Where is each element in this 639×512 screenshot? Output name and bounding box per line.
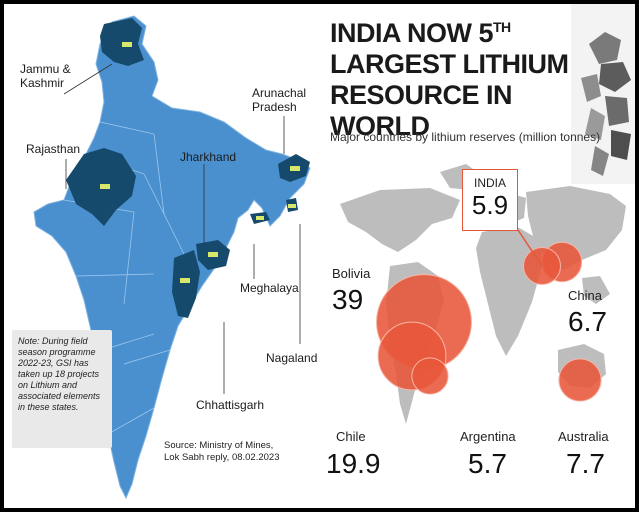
title-line-3: RESOURCE IN WORLD [330, 80, 513, 141]
lithium-badge-nagaland [288, 204, 296, 208]
state-chhattisgarh [172, 250, 200, 318]
continent-southeast-asia [582, 276, 610, 304]
source-note: Source: Ministry of Mines, Lok Sabh repl… [164, 440, 280, 463]
label-jammu-kashmir: Jammu & Kashmir [20, 62, 71, 90]
india-map-panel: Jammu & Kashmir Rajasthan Jharkhand Arun… [4, 4, 318, 508]
india-callout-line [517, 229, 543, 267]
lithium-chart-panel: INDIA NOW 5TH LARGEST LITHIUM RESOURCE I… [320, 4, 635, 508]
value-argentina: 5.7 [468, 448, 507, 479]
lithium-badges [100, 42, 300, 283]
leader-jk [63, 63, 113, 95]
continent-africa [476, 226, 542, 356]
chart-subtitle: Major countries by lithium reserves (mil… [330, 130, 601, 144]
lithium-rocks-image [571, 4, 635, 184]
title-line-2: LARGEST LITHIUM [330, 49, 569, 79]
lithium-badge-arunachal [290, 166, 300, 171]
label-argentina: Argentina [460, 429, 516, 444]
label-india: INDIA [473, 176, 506, 190]
label-rajasthan: Rajasthan [26, 142, 81, 156]
bubble-layer [376, 229, 602, 402]
lithium-badge-rajasthan [100, 184, 110, 189]
continent-north-america [340, 188, 460, 252]
chart-title: INDIA NOW 5TH LARGEST LITHIUM RESOURCE I… [330, 12, 590, 142]
bubble-australia [558, 358, 602, 402]
label-meghalaya: Meghalaya [240, 281, 299, 295]
label-australia: Australia [558, 429, 609, 444]
title-line-1: INDIA NOW 5 [330, 18, 494, 48]
lithium-badge-jharkhand [208, 252, 218, 257]
world-bubble-chart [340, 164, 626, 424]
label-chhattisgarh: Chhattisgarh [196, 398, 265, 412]
infographic-frame: Jammu & Kashmir Rajasthan Jharkhand Arun… [4, 4, 635, 508]
label-jharkhand: Jharkhand [180, 150, 237, 164]
lithium-badge-jk [122, 42, 132, 47]
value-australia: 7.7 [566, 448, 605, 479]
label-chile: Chile [336, 429, 366, 444]
leader-lines [63, 63, 301, 394]
bubble-argentina [411, 357, 449, 395]
label-arunachal-pradesh: Arunachal Pradesh [252, 86, 307, 114]
label-bolivia: Bolivia [332, 266, 371, 281]
value-china: 6.7 [568, 306, 607, 337]
lithium-badge-chhattisgarh [180, 278, 190, 283]
label-nagaland: Nagaland [266, 351, 318, 365]
note-box: Note: During field season programme 2022… [12, 330, 112, 448]
label-china: China [568, 288, 602, 303]
value-india: 5.9 [471, 190, 509, 220]
value-bolivia: 39 [332, 284, 364, 315]
title-sup: TH [493, 19, 511, 35]
value-chile: 19.9 [326, 448, 381, 479]
india-callout: INDIA 5.9 [462, 169, 518, 231]
lithium-badge-meghalaya [256, 216, 264, 220]
